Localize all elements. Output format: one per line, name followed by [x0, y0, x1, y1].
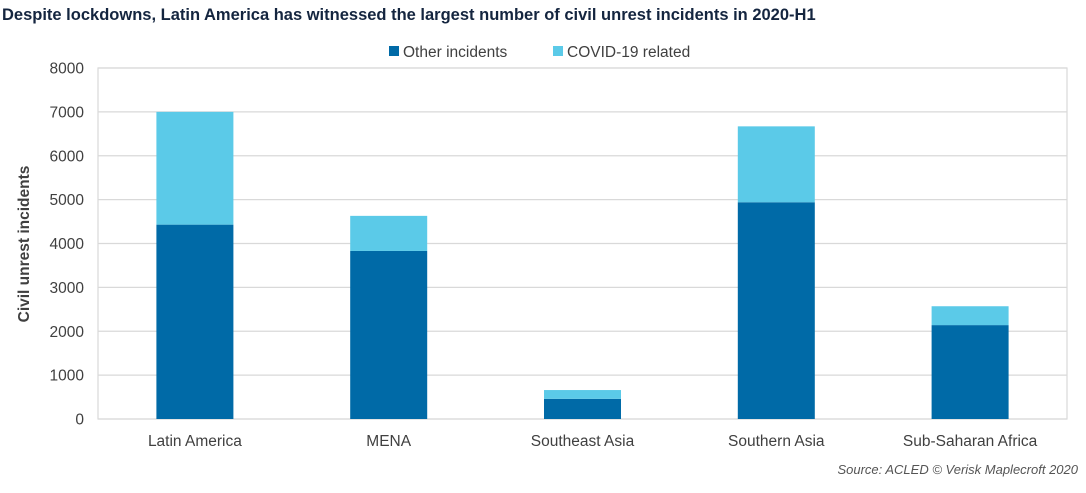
- y-tick-label: 5000: [50, 192, 85, 209]
- y-axis-label: Civil unrest incidents: [16, 166, 33, 323]
- y-tick-label: 2000: [50, 324, 85, 341]
- y-tick-label: 6000: [50, 148, 85, 165]
- y-tick-label: 7000: [50, 104, 85, 121]
- y-tick-label: 4000: [50, 236, 85, 253]
- bar-covid-19-related: [156, 111, 234, 225]
- x-tick-label: Southeast Asia: [531, 433, 635, 450]
- legend-label: COVID-19 related: [567, 44, 690, 61]
- bar-other-incidents: [931, 325, 1009, 419]
- y-tick-label: 1000: [50, 368, 85, 385]
- bar-other-incidents: [737, 202, 815, 419]
- x-tick-label: Sub-Saharan Africa: [903, 433, 1038, 450]
- y-tick-label: 3000: [50, 280, 85, 297]
- bar-other-incidents: [350, 250, 428, 419]
- legend-label: Other incidents: [403, 44, 507, 61]
- x-tick-label: Latin America: [148, 433, 242, 450]
- y-tick-label: 0: [75, 412, 84, 429]
- bar-covid-19-related: [931, 306, 1009, 326]
- y-tick-label: 8000: [50, 61, 85, 78]
- bar-covid-19-related: [544, 390, 621, 399]
- bar-other-incidents: [156, 224, 234, 419]
- x-tick-label: Southern Asia: [728, 433, 825, 450]
- legend-swatch: [553, 46, 563, 56]
- x-tick-label: MENA: [366, 433, 411, 450]
- chart-title: Despite lockdowns, Latin America has wit…: [2, 6, 816, 24]
- legend-swatch: [389, 46, 399, 56]
- bar-other-incidents: [544, 398, 621, 419]
- bar-covid-19-related: [350, 215, 428, 251]
- source-note: Source: ACLED © Verisk Maplecroft 2020: [837, 462, 1078, 477]
- bar-covid-19-related: [737, 126, 815, 203]
